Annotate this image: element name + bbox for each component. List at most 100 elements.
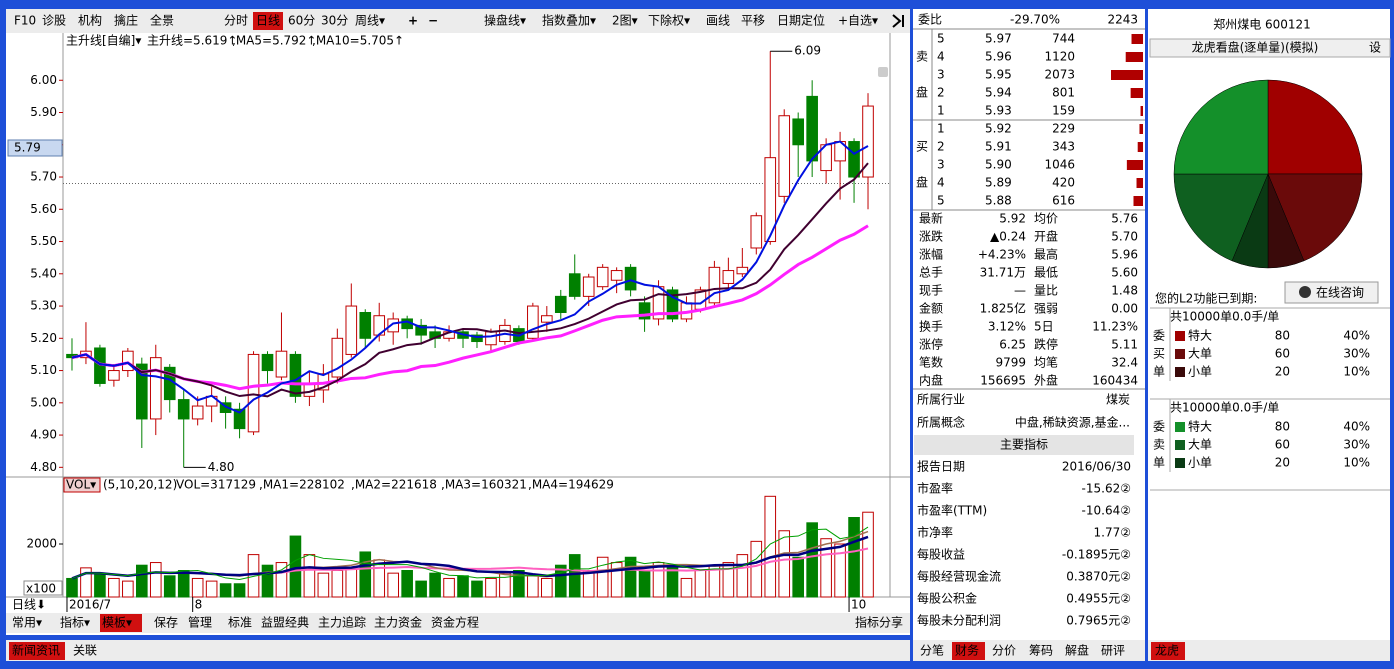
row-percent: 40% <box>1343 420 1370 434</box>
volume-bar <box>205 580 218 598</box>
quote-tab[interactable]: 财务 <box>955 643 979 658</box>
row-count: 60 <box>1275 438 1290 452</box>
price: 5.89 <box>985 176 1012 190</box>
zoom-button[interactable]: − <box>428 14 438 28</box>
row-count: 20 <box>1275 456 1290 470</box>
metric-value: 0.7965元② <box>1066 614 1131 628</box>
level: 5 <box>937 32 945 46</box>
level: 3 <box>937 68 945 82</box>
period-button[interactable]: 周线▾ <box>355 14 385 28</box>
period-label[interactable]: 日线⬇ <box>12 598 46 612</box>
volume-bar <box>862 511 874 598</box>
price: 5.88 <box>985 194 1012 208</box>
candle-body <box>638 302 651 320</box>
volume-bar <box>792 556 804 598</box>
candle-body <box>122 350 134 372</box>
stat-value: 5.11 <box>1111 338 1138 352</box>
volume-bar <box>610 562 623 598</box>
tab[interactable]: 保存 <box>154 616 178 630</box>
tool-button[interactable]: 操盘线▾ <box>484 13 526 28</box>
stat-value: 6.25 <box>999 338 1026 352</box>
tab[interactable]: 主力资金 <box>374 615 422 630</box>
stat-label: 涨跌 <box>919 229 943 244</box>
quote-tab[interactable]: 分笔 <box>920 643 944 658</box>
vol-menu[interactable] <box>63 477 101 493</box>
stat-label: 金额 <box>919 301 943 316</box>
tab[interactable]: 指标分享 <box>855 615 903 630</box>
row-percent: 10% <box>1343 365 1370 379</box>
tab[interactable]: 资金方程 <box>431 615 479 630</box>
quote-tab[interactable]: 分价 <box>992 644 1016 658</box>
legend-swatch <box>1175 422 1185 432</box>
tool-button[interactable]: 指数叠加▾ <box>542 13 596 28</box>
tool-button[interactable]: 2图▾ <box>612 14 638 28</box>
tool-button[interactable]: 平移 <box>741 14 765 28</box>
metric-value: 1.77② <box>1094 526 1131 540</box>
tab[interactable]: 管理 <box>188 615 212 630</box>
candle-body <box>722 270 735 284</box>
zoom-button[interactable]: + <box>408 14 418 28</box>
ma10-line <box>71 162 869 398</box>
price: 5.95 <box>985 68 1012 82</box>
level: 4 <box>937 176 945 190</box>
tool-button[interactable]: 下除权▾ <box>648 13 690 28</box>
status-item[interactable]: 新闻资讯 <box>12 643 60 658</box>
toolbar-item[interactable]: F10 <box>14 14 36 28</box>
stat-label: 换手 <box>919 320 943 334</box>
status-item[interactable]: 关联 <box>73 644 97 658</box>
y-tick-label: 5.10 <box>30 363 57 377</box>
y-tick-label: 5.60 <box>30 202 57 216</box>
volume-bar <box>94 572 106 598</box>
side-label: 委 <box>1153 329 1165 343</box>
stat-label: 均价 <box>1034 212 1058 226</box>
period-button[interactable]: 分时 <box>224 14 248 28</box>
consult-label[interactable]: 在线咨询 <box>1316 285 1364 300</box>
order-volume: 616 <box>1052 194 1075 208</box>
order-bar <box>1130 88 1143 98</box>
volume-bar <box>582 570 595 598</box>
volume-bar <box>373 559 386 598</box>
tab[interactable]: 指标▾ <box>60 615 90 630</box>
toolbar-item[interactable]: 诊股 <box>42 14 66 28</box>
metric-value: 0.3870元② <box>1066 570 1131 584</box>
candle-body <box>233 408 246 430</box>
toolbar-item[interactable]: 机构 <box>78 13 102 28</box>
stat-label: 涨停 <box>919 337 943 352</box>
row-name: 大单 <box>1188 347 1212 361</box>
period-button[interactable]: 30分 <box>321 14 348 28</box>
period-button[interactable]: 60分 <box>288 14 315 28</box>
volume-bar <box>261 564 274 598</box>
toolbar-item[interactable]: 全景 <box>150 13 174 28</box>
volume-bar <box>275 562 288 598</box>
tab[interactable]: 主力追踪 <box>318 615 366 630</box>
vol-ma1 <box>71 526 869 581</box>
tab[interactable]: 模板▾ <box>102 616 132 630</box>
candle-body <box>554 295 567 313</box>
tab[interactable]: 益盟经典 <box>261 616 309 630</box>
candle-body <box>136 363 148 420</box>
candle-body <box>527 305 539 339</box>
quote-tab[interactable]: 研评 <box>1101 644 1125 658</box>
side-label: 买 <box>1153 347 1165 361</box>
stat-label: 内盘 <box>919 373 943 388</box>
period-button[interactable]: 日线 <box>256 14 280 28</box>
stat-value: 1.48 <box>1111 284 1138 298</box>
notice[interactable]: 您的L2功能已到期: <box>1155 291 1257 306</box>
tool-button[interactable]: 画线 <box>706 14 730 28</box>
quote-tab[interactable]: 筹码 <box>1029 644 1053 658</box>
quote-tab[interactable]: 解盘 <box>1065 643 1089 658</box>
stat-label: 开盘 <box>1034 229 1058 244</box>
tab[interactable]: 标准 <box>228 616 252 630</box>
candle-body <box>275 350 288 378</box>
volume-bar <box>457 575 469 598</box>
tool-button[interactable]: +自选▾ <box>838 14 878 28</box>
metric-label: 每股收益 <box>917 547 965 562</box>
tab[interactable]: 常用▾ <box>12 616 42 630</box>
settings[interactable]: 设 <box>1369 41 1381 55</box>
scroll-end[interactable] <box>892 14 904 28</box>
consult-icon <box>1299 286 1311 298</box>
y-tick-label: 5.70 <box>30 170 57 184</box>
dragon-tab[interactable]: 龙虎 <box>1155 644 1179 658</box>
toolbar-item[interactable]: 擒庄 <box>114 13 138 28</box>
tool-button[interactable]: 日期定位 <box>777 13 825 28</box>
